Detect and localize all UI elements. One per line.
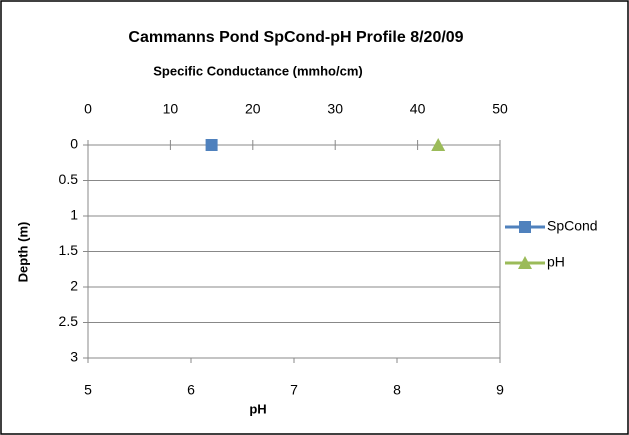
y-tick-label: 0.5 — [59, 171, 79, 187]
marker — [205, 139, 218, 151]
chart-title: Cammanns Pond SpCond-pH Profile 8/20/09 — [128, 29, 463, 46]
y-tick-label: 0 — [70, 136, 78, 152]
legend-label: SpCond — [547, 218, 598, 234]
legend-marker — [519, 221, 531, 233]
x2-tick-label: 40 — [410, 101, 426, 117]
x-tick-label: 5 — [84, 382, 92, 398]
x2-tick-label: 0 — [84, 101, 92, 117]
x2-tick-label: 50 — [492, 101, 508, 117]
y-tick-label: 1.5 — [59, 242, 79, 258]
x2-tick-label: 30 — [327, 101, 343, 117]
x-tick-label: 6 — [187, 382, 195, 398]
legend-label: pH — [547, 254, 565, 270]
y-tick-label: 2.5 — [59, 313, 79, 329]
x-axis-title: pH — [249, 401, 266, 416]
x2-axis-title: Specific Conductance (mmho/cm) — [153, 63, 362, 78]
x-tick-label: 8 — [393, 382, 401, 398]
x-tick-label: 7 — [290, 382, 298, 398]
y-tick-label: 3 — [70, 349, 78, 365]
y-tick-label: 2 — [70, 278, 78, 294]
marker — [431, 138, 446, 151]
legend-marker — [518, 256, 532, 269]
y-tick-label: 1 — [70, 207, 78, 223]
x-tick-label: 9 — [496, 382, 504, 398]
y-axis-title: Depth (m) — [15, 222, 30, 283]
x2-tick-label: 20 — [245, 101, 261, 117]
x2-tick-label: 10 — [163, 101, 179, 117]
